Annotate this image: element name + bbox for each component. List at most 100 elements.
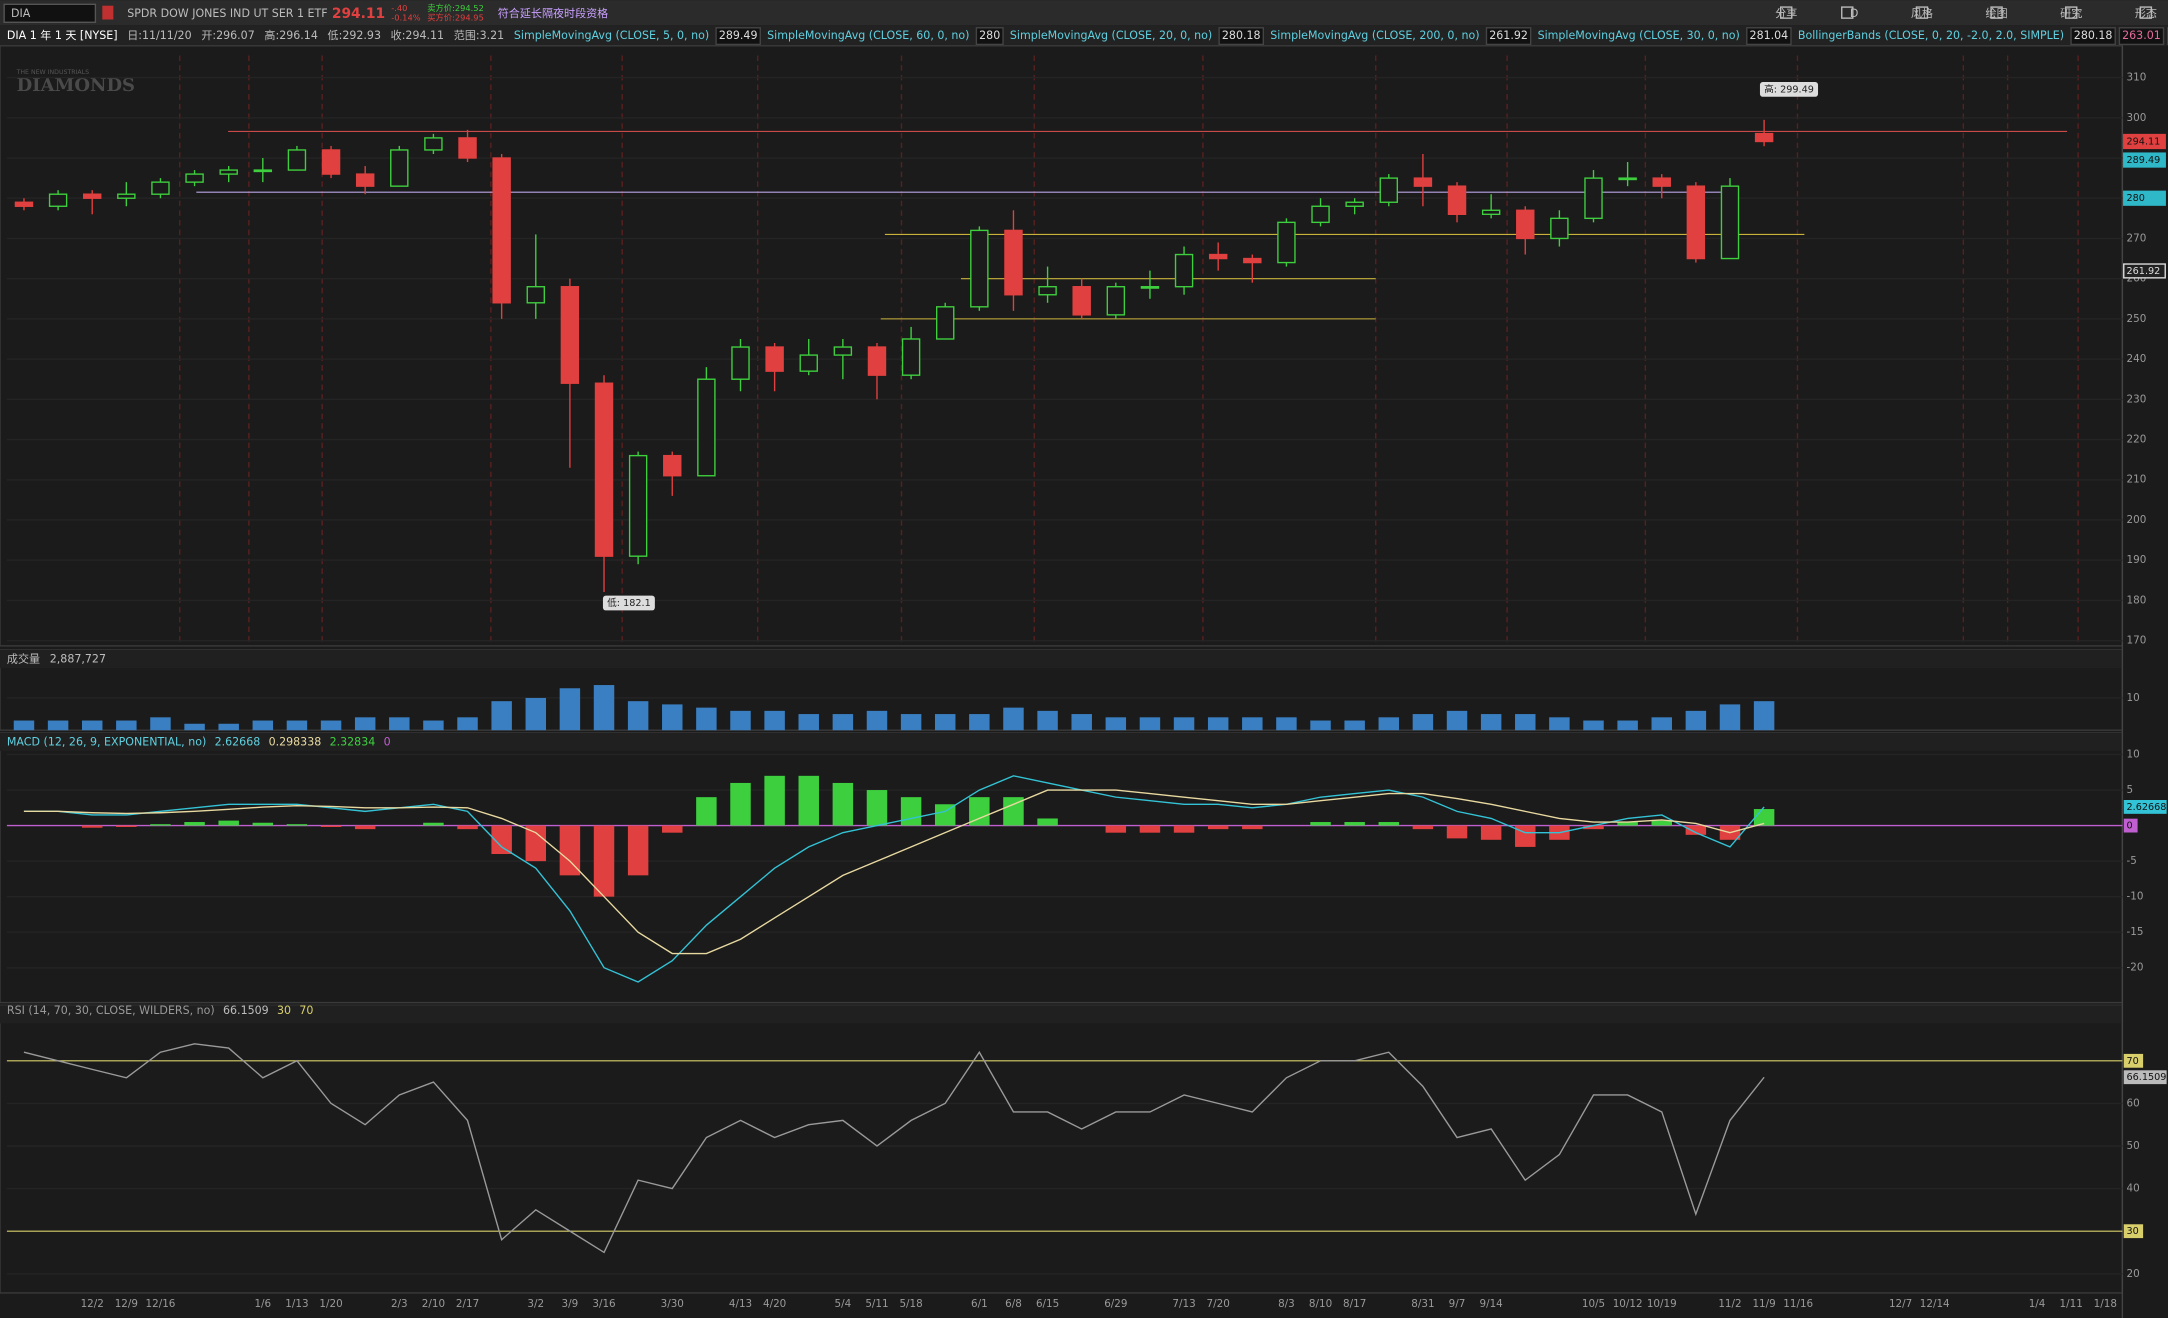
macd-histogram: [286, 824, 308, 826]
x-tick-label: 10/5: [1582, 1298, 1605, 1310]
candle-body: [82, 193, 102, 199]
toolbar-icon[interactable]: [1915, 6, 1929, 19]
x-tick-label: 9/7: [1449, 1298, 1466, 1310]
ask: 买方价:294.95: [427, 13, 484, 23]
volume-bar: [764, 710, 785, 731]
y-tick-label: 50: [2127, 1140, 2140, 1152]
y-tick-label: 60: [2127, 1097, 2140, 1109]
macd-histogram: [1378, 822, 1400, 826]
change-pct: -0.14%: [391, 13, 420, 23]
candle-body: [1447, 185, 1467, 216]
volume-bar: [1583, 720, 1604, 731]
x-tick-label: 10/12: [1613, 1298, 1643, 1310]
macd-histogram: [593, 825, 615, 897]
toolbar-icon[interactable]: [1841, 6, 1854, 19]
x-tick-label: 3/16: [592, 1298, 615, 1310]
macd-histogram: [320, 825, 342, 828]
macd-histogram: [1412, 825, 1434, 830]
x-tick-label: 2/3: [391, 1298, 408, 1310]
candle-body: [1072, 286, 1091, 316]
volume-bar: [184, 723, 205, 731]
macd-histogram: [491, 825, 512, 855]
volume-bar: [1037, 710, 1058, 731]
macd-histogram: [525, 825, 547, 862]
macd-histogram: [1173, 825, 1195, 833]
volume-bar: [150, 717, 171, 731]
candle-body: [1754, 132, 1774, 143]
volume-bar: [218, 723, 239, 731]
y-tick-label: 10: [2127, 692, 2140, 704]
value-box: [2070, 27, 2116, 46]
symbol-box[interactable]: [3, 3, 97, 23]
x-tick-label: 4/13: [729, 1298, 752, 1310]
macd-histogram: [934, 804, 956, 826]
volume-bar: [1071, 714, 1092, 731]
toolbar-icon[interactable]: [2065, 6, 2078, 19]
candle-body: [287, 149, 307, 171]
x-tick-label: 11/9: [1752, 1298, 1775, 1310]
macd-histogram: [1037, 818, 1058, 826]
toolbar-icon[interactable]: [1779, 6, 1793, 19]
macd-histogram: [116, 825, 137, 828]
macd-histogram: [1480, 825, 1502, 840]
symbol[interactable]: DIA: [11, 7, 31, 20]
value-box: [715, 27, 761, 46]
volume-bar: [1105, 717, 1127, 731]
macd-histogram: [218, 820, 239, 826]
header-item: 263.01: [2122, 29, 2161, 42]
candle-body: [1516, 209, 1535, 240]
y-tick-label: 10: [2127, 749, 2140, 761]
x-tick-label: 8/17: [1343, 1298, 1366, 1310]
candle-body: [970, 229, 989, 308]
macd-histogram: [1105, 825, 1127, 833]
candle-body: [765, 346, 784, 372]
header-item: 低:292.93: [328, 29, 381, 42]
volume-bar: [47, 720, 69, 731]
volume-bar: [525, 697, 547, 731]
macd-histogram: [1583, 825, 1604, 830]
price-label-box: [2123, 133, 2166, 150]
macd-histogram: [1207, 825, 1229, 830]
bid: 卖方价:294.52: [427, 3, 484, 13]
toolbar-button[interactable]: D: [1850, 7, 1859, 20]
x-tick-label: 12/7: [1889, 1298, 1912, 1310]
rsi-value: 66.1509: [223, 1004, 269, 1017]
x-tick-label: 3/9: [562, 1298, 579, 1310]
y-tick-label: 180: [2127, 594, 2147, 606]
volume-bar: [457, 717, 478, 731]
zero-axis-box: [2123, 818, 2138, 833]
macd-histogram: [81, 825, 103, 828]
candle-body: [1277, 221, 1296, 264]
macd-histogram: [1242, 825, 1263, 830]
volume-bar: [730, 710, 751, 731]
candle-body: [117, 193, 136, 199]
macd-axis-label: 2.62668: [2127, 802, 2167, 813]
candle-body: [355, 173, 375, 187]
candle-body: [731, 346, 750, 380]
volume-bar: [354, 717, 376, 731]
rsi-level-box: [2123, 1053, 2144, 1068]
volume-bar: [1310, 720, 1331, 731]
volume-bar: [116, 720, 137, 731]
x-tick-label: 5/4: [835, 1298, 852, 1310]
price-label: 294.11: [2127, 136, 2161, 147]
volume-bar: [1139, 717, 1161, 731]
volume-bar: [1480, 714, 1502, 731]
toolbar-icon[interactable]: [1990, 6, 2003, 19]
x-tick-label: 1/11: [2060, 1298, 2083, 1310]
candle-body: [628, 454, 648, 557]
y-tick-label: -10: [2127, 891, 2144, 903]
macd-histogram: [1344, 822, 1365, 826]
toolbar-icon[interactable]: [2139, 6, 2153, 19]
header-item: SimpleMovingAvg (CLOSE, 30, 0, no): [1538, 29, 1740, 42]
candle-body: [458, 137, 477, 159]
macd-histogram: [1003, 797, 1024, 826]
volume-label: 成交量: [7, 652, 40, 666]
macd-histogram: [457, 825, 478, 830]
candle-body: [1481, 209, 1501, 216]
volume-bar: [320, 720, 342, 731]
rsi-axis-label: 66.1509: [2127, 1072, 2167, 1083]
y-tick-label: 200: [2127, 514, 2147, 526]
y-tick-label: 240: [2127, 353, 2147, 365]
